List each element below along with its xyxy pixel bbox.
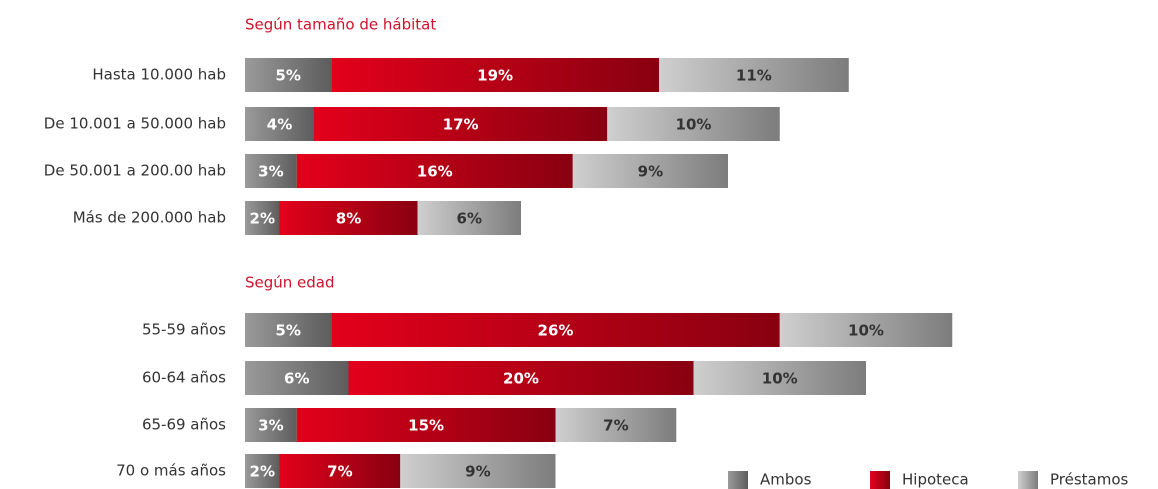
value-label: 2% xyxy=(250,210,275,228)
value-label: 5% xyxy=(275,67,300,85)
value-label: 10% xyxy=(848,322,884,340)
legend-label: Hipoteca xyxy=(902,471,969,489)
category-label: Hasta 10.000 hab xyxy=(92,66,226,84)
value-label: 17% xyxy=(443,116,479,134)
category-label: 60-64 años xyxy=(142,369,226,387)
value-label: 16% xyxy=(417,163,453,181)
category-label: 55-59 años xyxy=(142,321,226,339)
category-label: De 10.001 a 50.000 hab xyxy=(44,115,226,133)
bar-shade xyxy=(245,361,349,395)
legend-shade xyxy=(728,471,748,489)
value-label: 10% xyxy=(676,116,712,134)
legend-label: Ambos xyxy=(760,471,812,489)
bar-shade xyxy=(245,154,297,188)
panel-title: Según tamaño de hábitat xyxy=(245,16,436,34)
bar-shade xyxy=(314,107,608,141)
category-label: 70 o más años xyxy=(116,462,226,480)
value-label: 3% xyxy=(258,417,283,435)
bar-shade xyxy=(607,107,780,141)
value-label: 6% xyxy=(457,210,482,228)
bar-shade xyxy=(693,361,866,395)
bar-shade xyxy=(400,454,556,488)
category-label: Más de 200.000 hab xyxy=(73,209,226,227)
value-label: 7% xyxy=(603,417,628,435)
value-label: 26% xyxy=(538,322,574,340)
bar-shade xyxy=(348,361,694,395)
bar-shade xyxy=(296,154,573,188)
value-label: 5% xyxy=(275,322,300,340)
bar-shade xyxy=(279,454,401,488)
bar-shade xyxy=(245,313,332,347)
panel-title: Según edad xyxy=(245,274,335,292)
value-label: 7% xyxy=(327,463,352,481)
bar-shade xyxy=(417,201,521,235)
bar-shade xyxy=(331,313,780,347)
bar-shade xyxy=(555,408,677,442)
legend-shade xyxy=(1018,471,1038,489)
value-label: 9% xyxy=(465,463,490,481)
value-label: 10% xyxy=(762,370,798,388)
value-label: 6% xyxy=(284,370,309,388)
value-label: 20% xyxy=(503,370,539,388)
bar-shade xyxy=(779,313,953,347)
value-label: 8% xyxy=(336,210,361,228)
bar-shade xyxy=(572,154,728,188)
value-label: 4% xyxy=(267,116,292,134)
bar-shade xyxy=(331,58,659,92)
bar-shade xyxy=(245,107,314,141)
value-label: 9% xyxy=(638,163,663,181)
bar-shade xyxy=(245,58,332,92)
bar-shade xyxy=(245,201,280,235)
legend-label: Préstamos xyxy=(1050,471,1129,489)
bar-shade xyxy=(279,201,418,235)
value-label: 2% xyxy=(250,463,275,481)
category-label: 65-69 años xyxy=(142,416,226,434)
category-label: De 50.001 a 200.00 hab xyxy=(44,162,226,180)
value-label: 3% xyxy=(258,163,283,181)
bar-shade xyxy=(245,454,280,488)
legend-shade xyxy=(870,471,890,489)
bar-shade xyxy=(245,408,297,442)
bar-shade xyxy=(296,408,556,442)
value-label: 11% xyxy=(736,67,772,85)
value-label: 15% xyxy=(408,417,444,435)
bar-shade xyxy=(659,58,849,92)
value-label: 19% xyxy=(477,67,513,85)
